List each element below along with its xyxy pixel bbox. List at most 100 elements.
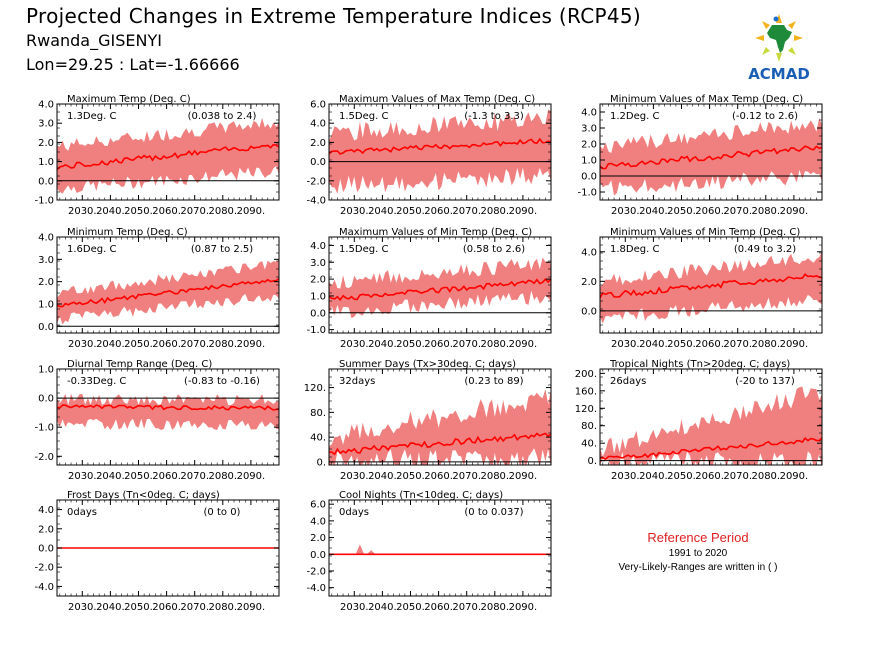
x-tick-label: 2080.	[208, 206, 237, 217]
reference-period-years: 1991 to 2020	[668, 548, 728, 559]
x-tick-label: 2050.	[396, 602, 425, 613]
chart-range-label: (-0.83 to -0.16)	[184, 376, 260, 387]
chart-panel: 4.0 2.0 0.0 -2.0 -4.0 2030. 2040. 2050. 2060. 207…	[34, 490, 280, 613]
y-tick-label: 3.0	[38, 255, 54, 266]
x-tick-label: 2070.	[452, 471, 481, 482]
reference-period-title: Reference Period	[647, 530, 749, 545]
x-tick-label: 2050.	[396, 206, 425, 217]
y-tick-label: 1.0	[38, 157, 54, 168]
x-tick-label: 2070.	[452, 206, 481, 217]
station-coordinates: Lon=29.25 : Lat=-1.66666	[26, 55, 240, 74]
median-line	[57, 404, 279, 411]
x-tick-label: 2080.	[480, 206, 509, 217]
y-tick-label: 3.0	[38, 119, 54, 130]
x-tick-label: 2060.	[424, 206, 453, 217]
y-tick-label: 0.0	[581, 306, 597, 317]
chart-range-label: (0.038 to 2.4)	[188, 111, 257, 122]
y-tick-label: 40.	[581, 439, 597, 450]
y-tick-label: -4.0	[34, 582, 54, 593]
x-tick-label: 2050.	[124, 206, 153, 217]
x-tick-label: 2090.	[509, 206, 538, 217]
y-tick-label: 80.	[581, 421, 597, 432]
chart-title: Maximum Temp (Deg. C)	[67, 94, 191, 105]
y-tick-label: 4.0	[581, 247, 597, 258]
y-tick-label: 1.0	[38, 299, 54, 310]
x-tick-label: 2040.	[639, 471, 668, 482]
y-tick-label: 3.0	[581, 124, 597, 135]
x-tick-label: 2090.	[237, 339, 266, 350]
chart-range-label: (0 to 0.037)	[464, 507, 523, 518]
chart-panel: 200. 160. 120. 80. 40. 0. 2030. 2040. 2050. 2060.…	[575, 359, 823, 482]
x-tick-label: 2060.	[695, 471, 724, 482]
x-tick-label: 2090.	[509, 602, 538, 613]
chart-range-label: (-0.12 to 2.6)	[732, 111, 798, 122]
chart-panel: 4.0 3.0 2.0 1.0 0.0 2030. 2040. 2050. 2060. 2070.…	[38, 227, 280, 350]
x-tick-label: 2050.	[124, 602, 153, 613]
chart-range-label: (0.87 to 2.5)	[191, 244, 253, 255]
x-tick-label: 2040.	[96, 602, 125, 613]
x-tick-label: 2030.	[611, 206, 640, 217]
x-tick-label: 2050.	[124, 339, 153, 350]
y-tick-label: 0.0	[38, 544, 54, 555]
range-band	[57, 259, 279, 325]
x-tick-label: 2040.	[368, 471, 397, 482]
chart-value-label: 1.5Deg. C	[339, 111, 388, 122]
x-tick-label: 2030.	[340, 339, 369, 350]
x-tick-label: 2030.	[68, 206, 97, 217]
range-band	[57, 393, 279, 430]
y-tick-label: 2.0	[38, 277, 54, 288]
x-tick-label: 2070.	[452, 339, 481, 350]
x-tick-label: 2060.	[152, 471, 181, 482]
chart-title: Maximum Values of Max Temp (Deg. C)	[339, 94, 535, 105]
x-tick-label: 2090.	[237, 471, 266, 482]
x-tick-label: 2090.	[780, 471, 809, 482]
chart-value-label: 32days	[339, 376, 375, 387]
y-tick-label: -1.0	[577, 188, 597, 199]
chart-title: Minimum Values of Max Temp (Deg. C)	[610, 94, 803, 105]
y-tick-label: 0.0	[581, 172, 597, 183]
x-tick-label: 2040.	[96, 206, 125, 217]
y-tick-label: -1.0	[34, 423, 54, 434]
median-line	[57, 143, 279, 171]
x-tick-label: 2050.	[667, 471, 696, 482]
y-tick-label: 1.0	[581, 156, 597, 167]
x-tick-label: 2090.	[509, 471, 538, 482]
chart-title: Cool Nights (Tn<10deg. C; days)	[339, 490, 503, 501]
range-band	[57, 117, 279, 194]
range-band	[600, 386, 822, 465]
y-tick-label: -4.0	[306, 583, 326, 594]
x-tick-label: 2070.	[723, 339, 752, 350]
y-tick-label: 2.0	[581, 140, 597, 151]
y-tick-label: -1.0	[306, 325, 326, 336]
chart-value-label: 26days	[610, 376, 646, 387]
chart-value-label: 1.6Deg. C	[67, 244, 116, 255]
range-spike	[366, 550, 376, 555]
chart-title: Maximum Values of Min Temp (Deg. C)	[339, 227, 532, 238]
chart-range-label: (-20 to 137)	[735, 376, 795, 387]
y-tick-label: -2.0	[306, 566, 326, 577]
logo-text: ACMAD	[748, 65, 810, 83]
x-tick-label: 2080.	[480, 602, 509, 613]
x-tick-label: 2090.	[237, 206, 266, 217]
y-tick-label: -1.0	[34, 196, 54, 207]
chart-value-label: 0days	[339, 507, 369, 518]
x-tick-label: 2040.	[368, 602, 397, 613]
x-tick-label: 2030.	[340, 206, 369, 217]
chart-range-label: (0 to 0)	[204, 507, 241, 518]
range-band	[329, 257, 551, 319]
y-tick-label: 4.0	[38, 233, 54, 244]
y-tick-label: 4.0	[38, 100, 54, 111]
x-tick-label: 2090.	[237, 602, 266, 613]
chart-title: Tropical Nights (Tn>20deg. C; days)	[609, 359, 790, 370]
x-tick-label: 2030.	[68, 339, 97, 350]
y-tick-label: 6.0	[310, 500, 326, 511]
x-tick-label: 2070.	[723, 206, 752, 217]
chart-title: Diurnal Temp Range (Deg. C)	[67, 359, 212, 370]
x-tick-label: 2030.	[340, 602, 369, 613]
x-tick-label: 2070.	[180, 602, 209, 613]
x-tick-label: 2040.	[96, 339, 125, 350]
y-tick-label: -2.0	[34, 563, 54, 574]
africa-map-logo-icon: ACMAD	[748, 14, 810, 83]
y-tick-label: 0.0	[38, 322, 54, 333]
